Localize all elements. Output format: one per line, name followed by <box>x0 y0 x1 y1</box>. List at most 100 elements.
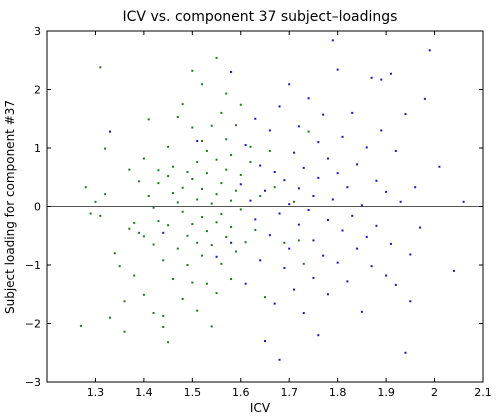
green-data-point <box>201 254 204 257</box>
blue-data-point <box>404 113 407 116</box>
blue-data-point <box>370 265 373 268</box>
green-data-point <box>201 83 204 86</box>
green-data-point <box>142 293 145 296</box>
green-data-point <box>297 239 300 242</box>
blue-data-point <box>452 269 455 272</box>
green-data-point <box>220 262 223 265</box>
blue-data-point <box>360 204 363 207</box>
blue-data-point <box>380 78 383 81</box>
green-data-point <box>162 259 165 262</box>
blue-data-point <box>404 351 407 354</box>
blue-data-point <box>288 247 291 250</box>
green-data-point <box>94 200 97 203</box>
y-tick-label: −2 <box>25 318 41 331</box>
green-data-point <box>220 182 223 185</box>
green-data-point <box>259 194 262 197</box>
blue-data-point <box>283 266 286 269</box>
green-data-point <box>196 198 199 201</box>
green-data-point <box>293 200 296 203</box>
green-data-point <box>273 186 276 189</box>
blue-data-point <box>215 255 218 258</box>
green-data-point <box>220 111 223 114</box>
blue-data-point <box>307 97 310 100</box>
green-data-point <box>104 147 107 150</box>
green-data-point <box>104 193 107 196</box>
blue-data-point <box>297 223 300 226</box>
blue-data-point <box>278 358 281 361</box>
blue-data-point <box>375 179 378 182</box>
green-data-point <box>99 66 102 69</box>
green-data-point <box>186 234 189 237</box>
green-data-point <box>234 189 237 192</box>
blue-data-point <box>196 139 199 142</box>
blue-data-point <box>239 183 242 186</box>
green-data-point <box>167 341 170 344</box>
green-data-point <box>234 124 237 127</box>
green-data-point <box>225 92 228 95</box>
green-data-point <box>176 247 179 250</box>
blue-data-point <box>297 187 300 190</box>
blue-data-point <box>278 105 281 108</box>
blue-data-point <box>331 198 334 201</box>
blue-data-point <box>230 241 233 244</box>
green-data-point <box>167 224 170 227</box>
blue-data-point <box>268 129 271 132</box>
green-data-point <box>307 130 310 133</box>
blue-data-point <box>230 70 233 73</box>
x-tick-label: 1.5 <box>184 386 202 399</box>
blue-data-point <box>302 166 305 169</box>
green-data-point <box>215 292 218 295</box>
blue-data-point <box>438 165 441 168</box>
blue-data-point <box>278 212 281 215</box>
x-tick-label: 1.3 <box>87 386 105 399</box>
blue-data-point <box>244 144 247 147</box>
green-data-point <box>230 278 233 281</box>
blue-data-point <box>288 203 291 206</box>
green-data-point <box>191 178 194 181</box>
x-tick-label: 1.8 <box>329 386 347 399</box>
green-data-point <box>171 278 174 281</box>
green-data-point <box>118 265 121 268</box>
blue-data-point <box>346 186 349 189</box>
blue-data-point <box>268 234 271 237</box>
blue-data-point <box>346 280 349 283</box>
blue-data-point <box>428 49 431 52</box>
blue-data-point <box>264 189 266 192</box>
green-data-point <box>167 175 170 178</box>
blue-data-point <box>249 199 252 202</box>
blue-data-point <box>409 253 412 256</box>
blue-data-point <box>336 68 339 71</box>
blue-data-point <box>293 151 296 154</box>
green-data-point <box>157 182 160 185</box>
blue-data-point <box>293 288 296 291</box>
green-data-point <box>138 231 141 234</box>
green-data-point <box>225 235 228 238</box>
blue-data-point <box>399 200 402 203</box>
green-data-point <box>157 220 160 223</box>
green-data-point <box>79 324 82 327</box>
green-data-point <box>215 56 218 59</box>
blue-data-point <box>351 214 354 217</box>
green-data-point <box>152 243 155 246</box>
green-data-point <box>181 186 184 189</box>
x-tick-label: 1.4 <box>135 386 153 399</box>
green-data-point <box>142 157 145 160</box>
blue-data-point <box>360 310 363 313</box>
green-data-point <box>210 202 213 205</box>
green-data-point <box>230 199 233 202</box>
green-data-point <box>210 325 213 328</box>
green-data-point <box>249 145 252 148</box>
green-data-point <box>283 241 286 244</box>
blue-data-point <box>283 179 286 182</box>
blue-data-point <box>264 340 266 343</box>
y-tick-label: 0 <box>34 201 41 214</box>
green-data-point <box>162 326 165 329</box>
green-data-point <box>215 193 218 196</box>
green-data-point <box>99 214 102 217</box>
green-data-point <box>157 169 160 172</box>
green-data-point <box>191 126 194 129</box>
blue-data-point <box>341 135 344 138</box>
blue-data-point <box>356 163 359 166</box>
